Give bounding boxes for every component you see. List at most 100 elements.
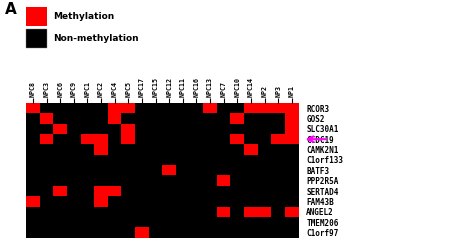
Bar [149,103,162,113]
Bar [67,155,81,165]
Bar [53,196,67,207]
Bar [258,124,271,134]
Bar [244,227,258,238]
Bar [53,103,67,113]
Bar [53,144,67,155]
Bar [190,155,203,165]
Bar [94,134,108,144]
Bar [230,175,244,186]
Bar [271,134,285,144]
Bar [176,165,190,175]
Bar [258,175,271,186]
Bar [217,196,230,207]
Bar [149,207,162,217]
Bar [121,113,135,124]
Bar [271,227,285,238]
Bar [190,134,203,144]
Bar [108,217,121,227]
Bar [244,186,258,196]
Bar [94,227,108,238]
Bar [203,186,217,196]
Bar [244,124,258,134]
Bar [67,196,81,207]
Bar [26,134,40,144]
Bar [108,144,121,155]
Bar [81,227,94,238]
Bar [162,227,176,238]
Bar [176,196,190,207]
Bar [190,217,203,227]
Bar [203,124,217,134]
Bar [190,175,203,186]
Bar [40,186,53,196]
Bar [217,103,230,113]
Bar [190,186,203,196]
Bar [53,124,67,134]
Bar [81,134,94,144]
Bar [81,175,94,186]
Bar [121,207,135,217]
Bar [94,186,108,196]
Bar [285,196,299,207]
Bar [108,165,121,175]
Bar [40,207,53,217]
Bar [176,144,190,155]
Bar [149,165,162,175]
Bar [162,217,176,227]
Bar [121,134,135,144]
Bar [230,165,244,175]
Bar [176,155,190,165]
Bar [230,207,244,217]
Bar [135,124,149,134]
Bar [176,186,190,196]
Bar [135,165,149,175]
Bar [40,155,53,165]
Bar [135,134,149,144]
Bar [81,165,94,175]
Bar [94,165,108,175]
Bar [271,196,285,207]
Bar [81,196,94,207]
Bar [217,134,230,144]
Bar [162,113,176,124]
Bar [271,165,285,175]
Bar [244,175,258,186]
Bar [26,113,40,124]
Bar [53,227,67,238]
Bar [135,217,149,227]
Bar [26,124,40,134]
Bar [121,227,135,238]
Bar [217,113,230,124]
Bar [176,217,190,227]
Bar [40,134,53,144]
Bar [53,113,67,124]
Bar [230,103,244,113]
Bar [176,134,190,144]
Bar [217,165,230,175]
Bar [40,227,53,238]
Bar [271,103,285,113]
Bar [149,186,162,196]
Bar [67,124,81,134]
Bar [135,155,149,165]
Bar [285,155,299,165]
Bar [190,113,203,124]
Bar [162,103,176,113]
Bar [190,103,203,113]
Bar [190,165,203,175]
Bar [285,134,299,144]
Bar [26,207,40,217]
Bar [67,103,81,113]
Bar [217,124,230,134]
Bar [108,196,121,207]
Bar [94,207,108,217]
Bar [162,124,176,134]
Bar [121,124,135,134]
Bar [40,196,53,207]
Bar [217,155,230,165]
Bar [135,207,149,217]
Bar [244,113,258,124]
Bar [285,217,299,227]
Bar [108,175,121,186]
Bar [230,155,244,165]
